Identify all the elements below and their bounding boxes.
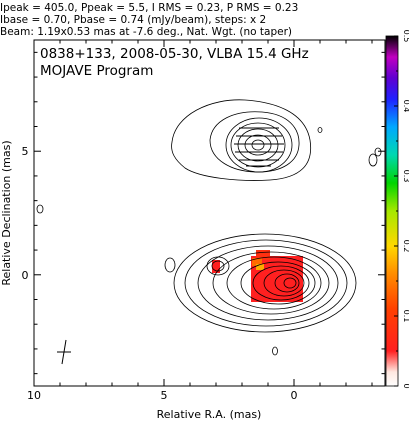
colorbar-tick-label: 0.5 bbox=[402, 30, 409, 43]
header-line-2: Ibase = 0.70, Pbase = 0.74 (mJy/beam), s… bbox=[0, 14, 266, 26]
x-tick-label: 10 bbox=[27, 389, 41, 402]
x-tick-label: 5 bbox=[161, 389, 168, 402]
colorbar-tick-label: 0.1 bbox=[402, 310, 409, 323]
y-tick-label: 5 bbox=[22, 145, 29, 158]
core-contours bbox=[164, 233, 357, 333]
north-component-contours bbox=[171, 99, 323, 181]
header-line-3: Beam: 1.19x0.53 mas at -7.6 deg., Nat. W… bbox=[0, 26, 292, 38]
x-tick-label: 0 bbox=[291, 389, 298, 402]
plot-frame bbox=[33, 39, 386, 387]
restoring-beam bbox=[57, 339, 71, 365]
image-subtitle: MOJAVE Program bbox=[40, 63, 153, 79]
x-axis-label: Relative R.A. (mas) bbox=[157, 408, 262, 421]
polarization-vectors bbox=[234, 127, 284, 167]
colorbar-tick-label: 0.3 bbox=[402, 170, 409, 183]
y-tick-label: 0 bbox=[22, 269, 29, 282]
polarization-colour-patch bbox=[212, 250, 303, 302]
colorbar-tick-label: 0.4 bbox=[402, 100, 409, 113]
image-title: 0838+133, 2008-05-30, VLBA 15.4 GHz bbox=[40, 46, 309, 62]
colorbar-tick-label: 0.2 bbox=[402, 240, 409, 253]
noise-contours bbox=[36, 147, 382, 356]
y-axis-label: Relative Declination (mas) bbox=[0, 140, 13, 285]
colorbar-tick-label: 0 bbox=[402, 383, 409, 388]
header-line-1: Ipeak = 405.0, Ppeak = 5.5, I RMS = 0.23… bbox=[0, 2, 298, 14]
